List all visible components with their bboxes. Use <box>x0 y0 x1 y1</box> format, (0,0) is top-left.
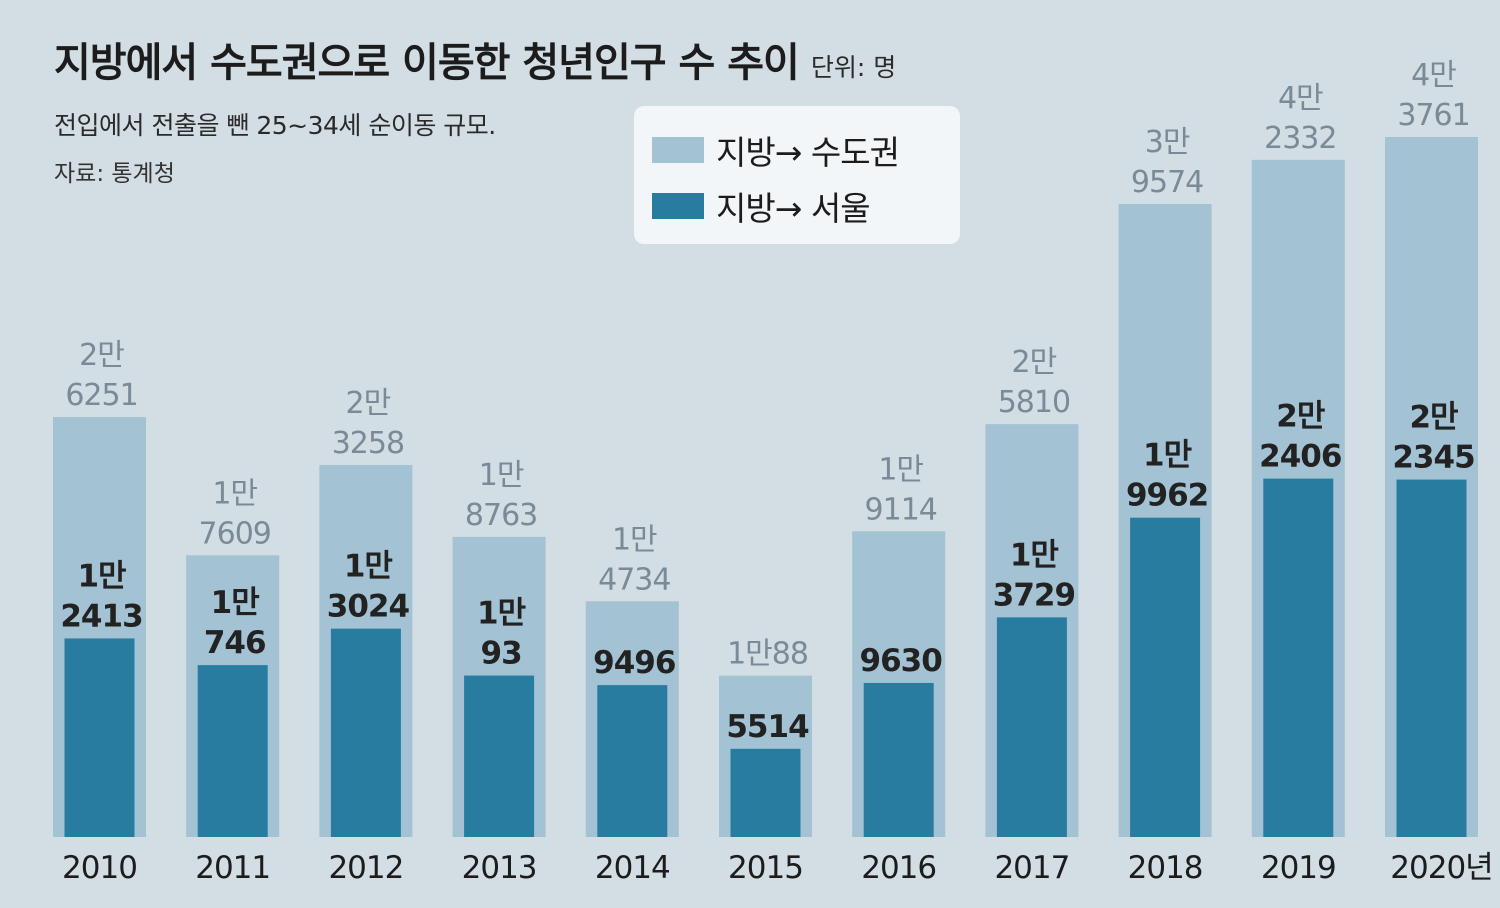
bar-seoul-9 <box>1263 478 1334 837</box>
label-capital-area-8-1: 9574 <box>1131 165 1203 200</box>
bar-seoul-7 <box>996 617 1067 837</box>
label-capital-area-7-0: 2만 <box>1012 345 1057 380</box>
bar-seoul-4 <box>597 685 668 837</box>
label-seoul-9-1: 2406 <box>1259 439 1341 475</box>
label-capital-area-1-0: 1만 <box>212 476 257 511</box>
label-seoul-8-1: 9962 <box>1126 478 1208 514</box>
x-tick-8: 2018 <box>1128 850 1203 886</box>
bar-seoul-10 <box>1396 479 1467 837</box>
x-tick-0: 2010 <box>62 850 137 886</box>
label-capital-area-10-1: 3761 <box>1397 98 1469 133</box>
label-seoul-4-0: 9496 <box>593 645 675 681</box>
bar-seoul-6 <box>863 682 934 837</box>
x-tick-1: 2011 <box>195 850 270 886</box>
label-seoul-2-0: 1만 <box>344 549 393 585</box>
label-capital-area-6-1: 9114 <box>865 492 937 527</box>
label-capital-area-0-0: 2만 <box>79 338 124 373</box>
label-seoul-0-1: 2413 <box>60 598 142 634</box>
legend-label-capital-area: 지방→ 수도권 <box>716 133 900 172</box>
label-seoul-8-0: 1만 <box>1143 438 1192 474</box>
x-tick-7: 2017 <box>994 850 1069 886</box>
bar-seoul-1 <box>197 665 268 837</box>
legend: 지방→ 수도권 지방→ 서울 <box>634 106 960 244</box>
label-seoul-5-0: 5514 <box>726 709 809 745</box>
label-capital-area-2-1: 3258 <box>332 426 404 461</box>
label-seoul-0-0: 1만 <box>77 558 126 594</box>
label-seoul-1-0: 1만 <box>211 585 260 621</box>
label-capital-area-6-0: 1만 <box>878 452 923 487</box>
legend-swatch-seoul <box>652 193 704 219</box>
bar-seoul-3 <box>464 675 535 837</box>
label-capital-area-9-1: 2332 <box>1264 121 1336 156</box>
label-capital-area-4-1: 4734 <box>598 562 670 597</box>
x-tick-6: 2016 <box>861 850 936 886</box>
bar-seoul-8 <box>1130 517 1201 837</box>
unit-label: 단위: 명 <box>810 53 897 82</box>
label-capital-area-4-0: 1만 <box>612 522 657 557</box>
label-capital-area-7-1: 5810 <box>998 385 1070 420</box>
label-seoul-1-1: 746 <box>204 625 266 661</box>
label-seoul-3-0: 1만 <box>477 596 526 632</box>
label-capital-area-3-0: 1만 <box>479 458 524 493</box>
label-capital-area-10-0: 4만 <box>1411 58 1456 93</box>
x-tick-10: 2020년 <box>1390 850 1492 886</box>
x-tick-5: 2015 <box>728 850 803 886</box>
source-label: 자료: 통계청 <box>54 161 175 187</box>
x-tick-4: 2014 <box>595 850 670 886</box>
bar-seoul-2 <box>330 628 401 837</box>
label-capital-area-9-0: 4만 <box>1278 81 1323 116</box>
label-seoul-10-1: 2345 <box>1392 440 1474 476</box>
x-tick-2: 2012 <box>328 850 403 886</box>
label-seoul-10-0: 2만 <box>1409 400 1458 436</box>
label-capital-area-0-1: 6251 <box>65 378 137 413</box>
label-seoul-6-0: 9630 <box>860 643 943 679</box>
x-tick-3: 2013 <box>462 850 537 886</box>
legend-label-seoul: 지방→ 서울 <box>716 189 871 228</box>
label-seoul-9-0: 2만 <box>1276 399 1325 435</box>
x-tick-9: 2019 <box>1261 850 1336 886</box>
label-capital-area-5-0: 1만88 <box>727 637 808 672</box>
chart-subtitle: 전입에서 전출을 뺀 25~34세 순이동 규모. <box>54 111 496 140</box>
label-capital-area-1-1: 7609 <box>199 516 271 551</box>
legend-item-capital-area: 지방→ 수도권 <box>652 126 900 174</box>
title-row: 지방에서 수도권으로 이동한 청년인구 수 추이 단위: 명 <box>54 30 896 88</box>
legend-swatch-capital-area <box>652 137 704 163</box>
bar-seoul-5 <box>730 748 801 837</box>
legend-item-seoul: 지방→ 서울 <box>652 182 871 230</box>
label-seoul-3-1: 93 <box>481 636 522 672</box>
label-capital-area-3-1: 8763 <box>465 498 537 533</box>
label-seoul-7-1: 3729 <box>993 577 1075 613</box>
bar-seoul-0 <box>64 638 135 837</box>
chart-title: 지방에서 수도권으로 이동한 청년인구 수 추이 <box>54 40 800 86</box>
label-capital-area-2-0: 2만 <box>346 386 391 421</box>
label-capital-area-8-0: 3만 <box>1145 125 1190 160</box>
label-seoul-7-0: 1만 <box>1010 537 1059 573</box>
label-seoul-2-1: 3024 <box>327 589 410 625</box>
